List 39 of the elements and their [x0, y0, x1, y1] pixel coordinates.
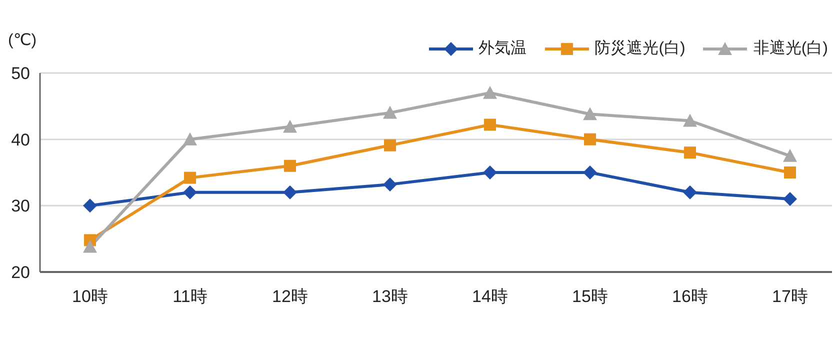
point: [383, 177, 397, 192]
point: [283, 120, 297, 133]
legend-label: 防災遮光(白): [594, 38, 686, 59]
y-axis-title: (℃): [8, 31, 37, 50]
point: [683, 114, 697, 127]
point: [183, 132, 197, 146]
x-tick-label: 12時: [272, 287, 308, 306]
point: [484, 118, 496, 131]
point: [83, 240, 97, 253]
y-tick-label: 50: [11, 64, 30, 84]
point: [783, 192, 797, 206]
point: [684, 146, 696, 159]
point: [583, 107, 597, 120]
x-tick-label: 10時: [72, 287, 108, 306]
point: [283, 185, 297, 200]
legend-label: 非遮光(白): [753, 38, 828, 59]
point: [383, 106, 397, 119]
y-tick-label: 30: [11, 196, 30, 216]
point: [683, 185, 697, 200]
point: [584, 133, 596, 146]
point: [184, 172, 196, 184]
legend-label: 外気温: [478, 39, 527, 59]
point: [783, 148, 797, 162]
point: [483, 86, 497, 99]
x-tick-label: 15時: [572, 287, 608, 306]
point: [784, 166, 796, 178]
y-tick-label: 20: [11, 263, 30, 282]
point: [183, 185, 197, 200]
point: [483, 166, 497, 180]
x-tick-label: 17時: [772, 287, 808, 306]
point: [583, 166, 597, 180]
x-tick-label: 14時: [472, 287, 508, 306]
point: [83, 198, 97, 213]
point: [384, 139, 396, 152]
y-tick-label: 40: [11, 130, 30, 150]
point: [284, 160, 296, 172]
x-tick-label: 13時: [372, 287, 408, 306]
x-tick-label: 11時: [172, 287, 208, 306]
x-tick-label: 16時: [672, 287, 708, 306]
